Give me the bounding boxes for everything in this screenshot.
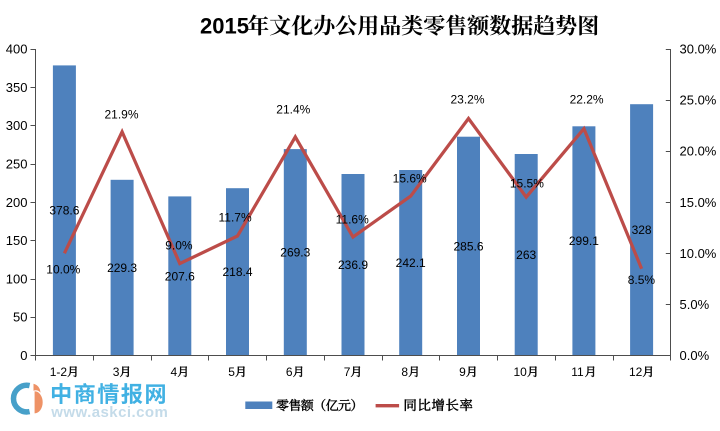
svg-text:0: 0 bbox=[20, 348, 27, 363]
svg-text:328: 328 bbox=[632, 223, 652, 237]
svg-text:236.9: 236.9 bbox=[338, 258, 368, 272]
svg-text:11.7%: 11.7% bbox=[219, 211, 252, 225]
svg-text:11.6%: 11.6% bbox=[336, 213, 369, 227]
svg-text:300: 300 bbox=[6, 118, 28, 133]
svg-text:7: 7 bbox=[344, 365, 351, 379]
svg-text:25.0%: 25.0% bbox=[680, 93, 717, 108]
svg-text:218.4: 218.4 bbox=[222, 265, 252, 279]
svg-text:23.2%: 23.2% bbox=[450, 93, 484, 107]
svg-text:10.0%: 10.0% bbox=[46, 262, 80, 276]
svg-text:10.0%: 10.0% bbox=[680, 246, 717, 261]
svg-text:2015: 2015 bbox=[200, 14, 249, 39]
svg-text:200: 200 bbox=[6, 195, 28, 210]
svg-text:10: 10 bbox=[514, 365, 528, 379]
svg-text:8.5%: 8.5% bbox=[628, 273, 656, 287]
svg-text:207.6: 207.6 bbox=[165, 269, 195, 283]
svg-text:20.0%: 20.0% bbox=[680, 144, 717, 159]
svg-text:378.6: 378.6 bbox=[49, 204, 79, 218]
svg-text:22.2%: 22.2% bbox=[570, 93, 604, 107]
svg-text:269.3: 269.3 bbox=[280, 246, 310, 260]
svg-text:6: 6 bbox=[286, 365, 293, 379]
svg-text:8: 8 bbox=[401, 365, 408, 379]
svg-text:299.1: 299.1 bbox=[569, 234, 599, 248]
svg-text:3: 3 bbox=[113, 365, 120, 379]
svg-text:0.0%: 0.0% bbox=[680, 348, 710, 363]
svg-text:350: 350 bbox=[6, 80, 28, 95]
svg-text:5.0%: 5.0% bbox=[680, 297, 710, 312]
svg-text:15.5%: 15.5% bbox=[510, 176, 544, 190]
svg-text:9.0%: 9.0% bbox=[165, 238, 193, 252]
svg-text:11: 11 bbox=[571, 365, 584, 379]
svg-text:21.9%: 21.9% bbox=[104, 107, 138, 121]
svg-text:242.1: 242.1 bbox=[396, 256, 426, 270]
svg-text:12: 12 bbox=[629, 365, 643, 379]
svg-text:4: 4 bbox=[171, 365, 178, 379]
svg-text:5: 5 bbox=[228, 365, 235, 379]
svg-text:30.0%: 30.0% bbox=[680, 42, 717, 57]
svg-text:263: 263 bbox=[516, 248, 536, 262]
svg-text:15.6%: 15.6% bbox=[393, 171, 427, 185]
svg-text:250: 250 bbox=[6, 156, 28, 171]
svg-text:15.0%: 15.0% bbox=[680, 195, 717, 210]
svg-text:9: 9 bbox=[459, 365, 466, 379]
svg-text:21.4%: 21.4% bbox=[276, 103, 310, 117]
svg-text:400: 400 bbox=[6, 42, 28, 57]
svg-text:www.askci.com: www.askci.com bbox=[50, 404, 168, 421]
svg-text:50: 50 bbox=[13, 310, 27, 325]
svg-text:229.3: 229.3 bbox=[107, 261, 137, 275]
svg-text:100: 100 bbox=[6, 271, 28, 286]
svg-text:285.6: 285.6 bbox=[453, 239, 483, 253]
svg-text:1-2: 1-2 bbox=[50, 365, 68, 379]
svg-text:150: 150 bbox=[6, 233, 28, 248]
